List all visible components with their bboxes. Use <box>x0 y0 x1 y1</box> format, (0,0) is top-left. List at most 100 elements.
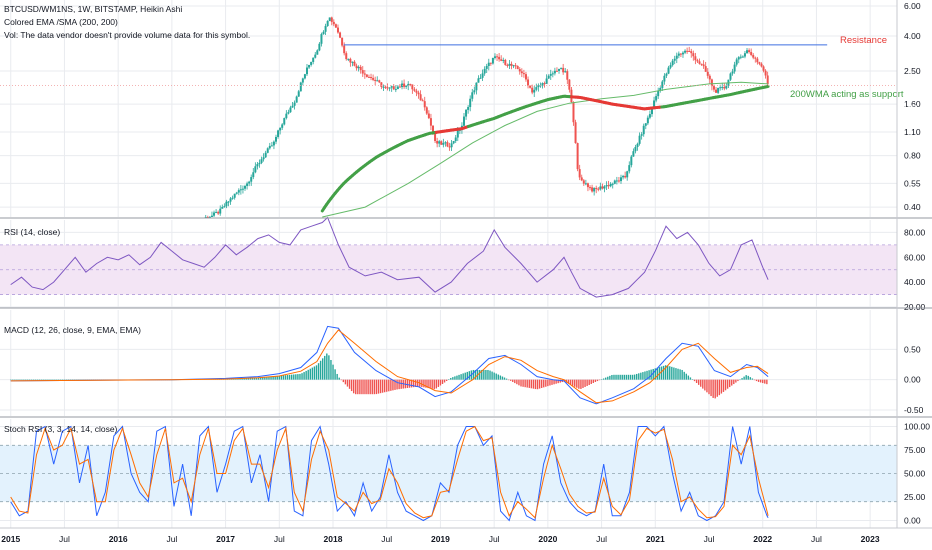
macd-histogram-bar <box>338 377 340 380</box>
macd-histogram-bar <box>685 373 687 380</box>
candle <box>454 137 457 142</box>
candle <box>411 84 414 90</box>
macd-histogram-bar <box>367 379 369 395</box>
indicator-info: Colored EMA /SMA (200, 200) <box>4 17 118 27</box>
macd-histogram-bar <box>468 371 471 380</box>
macd-histogram-bar <box>74 379 76 381</box>
candle <box>266 148 269 153</box>
axis-tick: 40.00 <box>904 277 926 287</box>
macd-histogram-bar <box>617 374 619 380</box>
macd-histogram-bar <box>462 373 464 380</box>
time-axis-tick: 2019 <box>431 534 450 544</box>
candle <box>762 66 765 71</box>
macd-histogram-bar <box>319 360 322 380</box>
macd-histogram-bar <box>72 379 74 381</box>
candle <box>491 57 494 64</box>
axis-tick: 100.00 <box>904 422 930 432</box>
macd-histogram-bar <box>270 376 272 380</box>
macd-histogram-bar <box>764 379 766 384</box>
macd-histogram-bar <box>454 376 456 380</box>
candle <box>444 142 447 144</box>
candle <box>657 90 660 97</box>
macd-histogram-bar <box>675 368 677 380</box>
time-axis-tick: Jul <box>489 534 500 544</box>
candle <box>694 56 697 61</box>
candle <box>620 177 622 182</box>
candle <box>737 57 740 60</box>
macd-histogram-bar <box>276 375 278 380</box>
candle <box>293 102 296 106</box>
candle <box>351 61 354 63</box>
candle <box>624 175 627 178</box>
candle <box>520 71 523 74</box>
candle <box>308 64 311 68</box>
candle <box>663 75 666 82</box>
candle <box>365 74 368 77</box>
candle <box>341 37 344 46</box>
candle <box>277 130 280 137</box>
macd-histogram-bar <box>524 379 526 388</box>
candle <box>409 83 412 85</box>
candle <box>611 183 614 185</box>
candle <box>731 71 734 74</box>
macd-histogram-bar <box>708 379 710 395</box>
candle <box>493 56 496 58</box>
macd-histogram-bar <box>28 379 31 381</box>
candle <box>312 57 315 62</box>
macd-histogram-bar <box>759 379 762 383</box>
rsi-title: RSI (14, close) <box>4 227 61 237</box>
macd-histogram-bar <box>63 379 66 381</box>
macd-histogram-bar <box>509 379 512 381</box>
macd-histogram-bar <box>359 379 361 395</box>
candle <box>630 156 633 166</box>
macd-histogram-bar <box>474 369 477 380</box>
macd-histogram-bar <box>452 377 454 380</box>
candle <box>229 198 232 202</box>
candle <box>450 143 453 148</box>
candle <box>531 87 534 93</box>
candle <box>248 181 251 184</box>
candle <box>512 65 515 67</box>
candle <box>357 66 360 69</box>
macd-histogram-bar <box>57 379 59 381</box>
candle <box>636 143 639 147</box>
macd-histogram-bar <box>702 379 704 389</box>
macd-histogram-bar <box>433 379 435 390</box>
candle <box>560 67 563 69</box>
macd-histogram-bar <box>443 379 446 383</box>
macd-histogram-bar <box>631 374 634 380</box>
macd-histogram-bar <box>551 379 553 385</box>
candle <box>314 54 317 58</box>
macd-histogram-bar <box>697 379 700 385</box>
candle <box>462 116 465 126</box>
macd-histogram-bar <box>450 378 452 380</box>
candle <box>655 96 658 101</box>
candle <box>244 185 247 189</box>
macd-histogram-bar <box>55 379 57 381</box>
candle <box>576 143 579 170</box>
macd-histogram-bar <box>671 366 673 380</box>
macd-histogram-bar <box>425 379 427 388</box>
volume-info: Vol: The data vendor doesn't provide vol… <box>4 30 251 40</box>
candle <box>432 125 435 134</box>
candle <box>719 87 722 89</box>
candle <box>698 61 701 64</box>
candle <box>386 87 389 89</box>
macd-histogram-bar <box>386 379 388 392</box>
macd-histogram-bar <box>720 379 723 394</box>
candle <box>477 78 480 83</box>
macd-histogram-bar <box>662 365 665 380</box>
macd-histogram-bar <box>392 379 394 391</box>
candle <box>638 135 641 144</box>
macd-histogram-bar <box>268 376 270 380</box>
macd-histogram-bar <box>51 379 53 381</box>
candle <box>392 86 395 90</box>
candle <box>438 141 441 144</box>
macd-histogram-bar <box>69 379 72 381</box>
candle <box>572 102 575 123</box>
axis-tick: 0.50 <box>904 344 921 354</box>
macd-histogram-bar <box>654 368 656 380</box>
candle <box>270 145 273 147</box>
candle <box>436 141 439 144</box>
